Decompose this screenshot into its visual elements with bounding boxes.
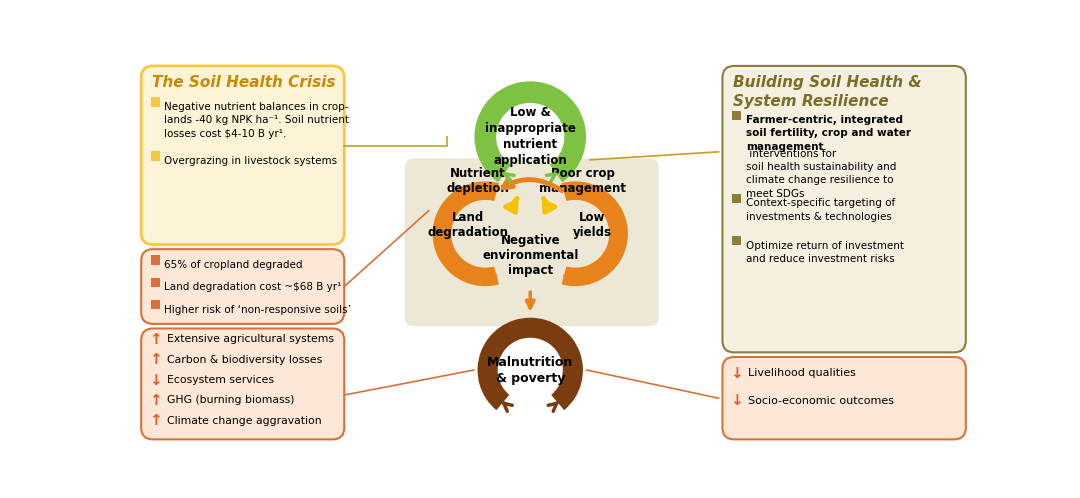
Wedge shape (433, 181, 499, 286)
FancyBboxPatch shape (723, 66, 966, 353)
Text: GHG (burning biomass): GHG (burning biomass) (166, 395, 294, 405)
Text: Ecosystem services: Ecosystem services (166, 375, 273, 385)
Text: Carbon & biodiversity losses: Carbon & biodiversity losses (166, 355, 322, 365)
Bar (150, 98, 160, 107)
Text: ↑: ↑ (149, 393, 162, 408)
Bar (732, 111, 741, 120)
Text: Farmer-centric, integrated
soil fertility, crop and water
management: Farmer-centric, integrated soil fertilit… (745, 115, 910, 151)
Text: Low
yields: Low yields (572, 211, 611, 239)
Bar (150, 300, 160, 309)
Bar (150, 278, 160, 287)
Text: Socio-economic outcomes: Socio-economic outcomes (748, 396, 894, 406)
Bar (150, 151, 160, 161)
Text: ↓: ↓ (730, 393, 743, 408)
Text: Land degradation cost ~$68 B yr¹: Land degradation cost ~$68 B yr¹ (164, 282, 342, 292)
Wedge shape (474, 81, 586, 182)
Text: ↓: ↓ (730, 366, 743, 380)
Bar (150, 255, 160, 264)
Text: Livelihood qualities: Livelihood qualities (748, 368, 855, 378)
Text: Building Soil Health &
System Resilience: Building Soil Health & System Resilience (733, 75, 922, 109)
Wedge shape (477, 318, 583, 410)
Text: Nutrient
depletion: Nutrient depletion (446, 167, 509, 195)
Text: Land
degradation: Land degradation (428, 211, 509, 239)
Wedge shape (562, 181, 627, 286)
Text: Context-specific targeting of
investments & technologies: Context-specific targeting of investment… (745, 198, 895, 222)
Text: Malnutrition
& poverty: Malnutrition & poverty (487, 356, 573, 384)
FancyBboxPatch shape (405, 158, 659, 326)
Text: ↑: ↑ (149, 352, 162, 367)
Text: ↑: ↑ (149, 413, 162, 428)
Text: Overgrazing in livestock systems: Overgrazing in livestock systems (164, 156, 338, 166)
Text: 65% of cropland degraded: 65% of cropland degraded (164, 260, 303, 270)
Text: Poor crop
management: Poor crop management (539, 167, 626, 195)
Text: ↑: ↑ (149, 332, 162, 347)
FancyBboxPatch shape (141, 66, 345, 245)
Text: The Soil Health Crisis: The Soil Health Crisis (152, 75, 336, 90)
FancyBboxPatch shape (141, 329, 345, 439)
Bar (732, 194, 741, 203)
Text: Low &
inappropriate
nutrient
application: Low & inappropriate nutrient application (485, 106, 576, 167)
Text: ↓: ↓ (149, 373, 162, 387)
Text: Negative
environmental
impact: Negative environmental impact (482, 234, 579, 277)
Text: Higher risk of ‘non-responsive soils’: Higher risk of ‘non-responsive soils’ (164, 305, 351, 315)
FancyBboxPatch shape (723, 357, 966, 439)
Text: Climate change aggravation: Climate change aggravation (166, 416, 322, 426)
Text: interventions for
soil health sustainability and
climate change resilience to
me: interventions for soil health sustainabi… (745, 149, 896, 199)
Text: Optimize return of investment
and reduce investment risks: Optimize return of investment and reduce… (745, 241, 904, 264)
FancyBboxPatch shape (141, 249, 345, 324)
Text: Extensive agricultural systems: Extensive agricultural systems (166, 334, 334, 344)
Text: Negative nutrient balances in crop-
lands -40 kg NPK ha⁻¹. Soil nutrient
losses : Negative nutrient balances in crop- land… (164, 102, 350, 138)
Bar (732, 236, 741, 246)
